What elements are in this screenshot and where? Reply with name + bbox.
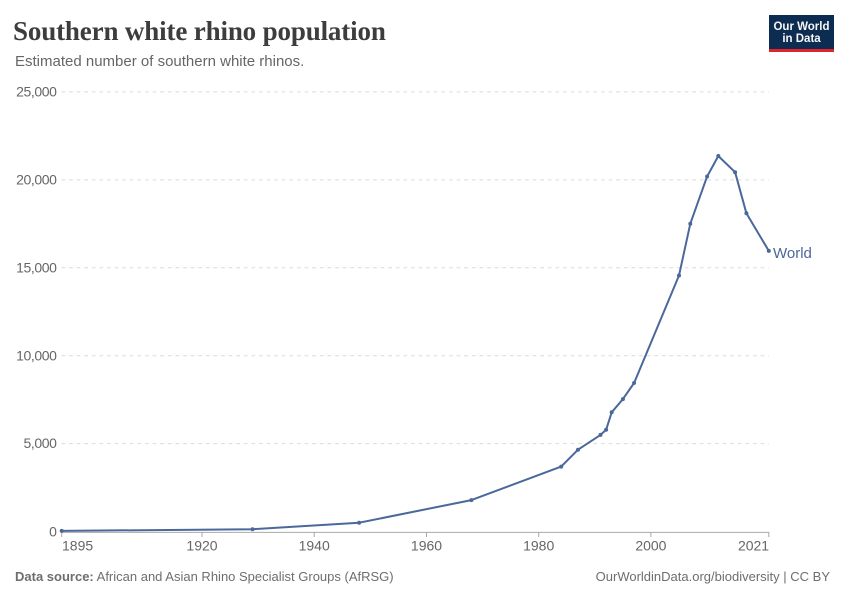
svg-text:2000: 2000 bbox=[635, 538, 666, 554]
svg-text:10,000: 10,000 bbox=[16, 347, 57, 363]
svg-text:1980: 1980 bbox=[523, 538, 554, 554]
svg-text:15,000: 15,000 bbox=[16, 259, 57, 275]
svg-text:0: 0 bbox=[49, 523, 57, 539]
svg-text:1940: 1940 bbox=[299, 538, 330, 554]
svg-text:5,000: 5,000 bbox=[23, 435, 57, 451]
svg-text:2021: 2021 bbox=[738, 538, 769, 554]
svg-text:1895: 1895 bbox=[62, 538, 93, 554]
svg-text:World: World bbox=[773, 245, 812, 262]
svg-text:25,000: 25,000 bbox=[16, 84, 57, 100]
svg-text:20,000: 20,000 bbox=[16, 172, 57, 188]
svg-text:1960: 1960 bbox=[411, 538, 442, 554]
svg-text:1920: 1920 bbox=[186, 538, 217, 554]
